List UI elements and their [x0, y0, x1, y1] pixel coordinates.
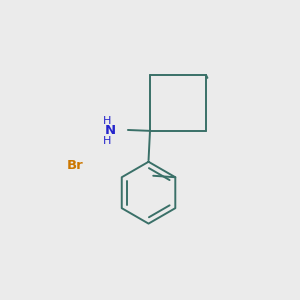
Text: N: N	[105, 124, 116, 137]
Text: Br: Br	[67, 159, 84, 172]
Text: H: H	[103, 116, 112, 126]
Text: H: H	[103, 136, 112, 146]
